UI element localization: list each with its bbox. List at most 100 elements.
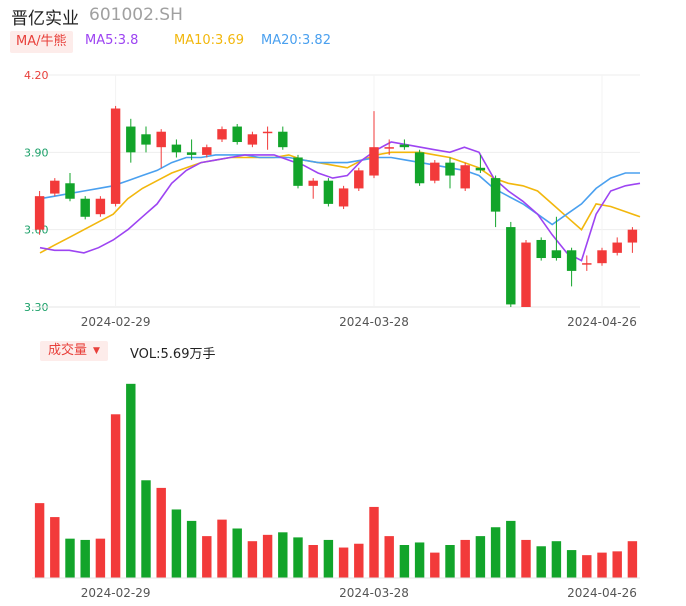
candle-body xyxy=(399,144,410,148)
candle-body xyxy=(354,170,364,189)
volume-bar xyxy=(110,414,121,578)
price-x-tick-label: 2024-04-26 xyxy=(567,315,637,329)
volume-bar xyxy=(186,520,197,578)
volume-bar xyxy=(445,545,455,578)
candle-body xyxy=(430,162,440,181)
volume-bar xyxy=(551,541,562,578)
candle-body xyxy=(156,131,166,148)
volume-bar xyxy=(34,503,45,578)
candle-body xyxy=(323,180,334,204)
volume-x-tick-label: 2024-04-26 xyxy=(567,586,637,600)
candle-body xyxy=(490,178,501,212)
price-x-tick-label: 2024-02-29 xyxy=(81,315,151,329)
volume-indicator-label: 成交量 xyxy=(48,343,88,358)
volume-bar xyxy=(369,506,379,578)
volume-bar xyxy=(414,542,425,578)
candle-body xyxy=(551,250,562,259)
candle-body xyxy=(475,167,486,171)
candle-body xyxy=(34,196,45,230)
volume-x-tick-label: 2024-02-29 xyxy=(81,586,151,600)
ma10-legend: MA10:3.69 xyxy=(174,33,244,48)
volume-bar xyxy=(308,545,318,578)
price-tick-label: 4.20 xyxy=(24,69,49,82)
volume-bar xyxy=(612,551,622,578)
candle-body xyxy=(414,152,425,184)
ma20-line xyxy=(39,154,640,226)
stock-code: 601002.SH xyxy=(89,5,183,25)
volume-bar xyxy=(80,539,90,578)
volume-bar xyxy=(506,520,516,578)
volume-bar xyxy=(460,539,470,578)
candle-body xyxy=(65,183,75,199)
candle-body xyxy=(521,242,531,307)
volume-bar xyxy=(171,509,182,578)
ma5-legend: MA5:3.8 xyxy=(85,33,139,48)
price-tick-label: 3.90 xyxy=(24,146,49,159)
volume-bar xyxy=(262,534,273,578)
volume-bar xyxy=(536,546,546,578)
candle-body xyxy=(506,227,516,305)
volume-bar xyxy=(475,536,486,578)
volume-indicator-button[interactable]: 成交量 ▼ xyxy=(40,341,108,361)
candle-body xyxy=(110,108,121,204)
volume-bar xyxy=(338,547,349,578)
candle-body xyxy=(384,147,394,149)
candle-body xyxy=(232,126,242,143)
candle-body xyxy=(186,152,197,155)
volume-bar xyxy=(65,538,75,578)
volume-bar xyxy=(156,487,166,578)
candle-body xyxy=(308,180,318,186)
volume-bar xyxy=(126,383,136,578)
candle-body xyxy=(445,162,455,176)
volume-bar xyxy=(247,541,258,578)
volume-bar xyxy=(232,528,242,578)
candle-body xyxy=(338,188,349,207)
candle-body xyxy=(536,239,546,259)
candle-body xyxy=(566,250,577,271)
candle-body xyxy=(202,147,212,155)
candle-body xyxy=(460,165,470,189)
volume-bar xyxy=(521,539,531,578)
volume-bar xyxy=(95,538,106,578)
dropdown-caret-icon: ▼ xyxy=(93,346,100,356)
candle-body xyxy=(80,198,90,217)
volume-bar xyxy=(430,552,440,578)
candle-body xyxy=(126,126,136,153)
volume-bar xyxy=(490,527,501,578)
candle-body xyxy=(262,131,273,134)
ma-indicator-button[interactable]: MA/牛熊 xyxy=(10,31,73,53)
candle-body xyxy=(95,198,106,215)
candle-body xyxy=(217,129,227,140)
price-x-tick-label: 2024-03-28 xyxy=(339,315,409,329)
candle-body xyxy=(627,229,638,243)
ma10-line xyxy=(39,151,641,254)
ma20-legend: MA20:3.82 xyxy=(261,33,331,48)
candle-body xyxy=(597,250,607,264)
candle-body xyxy=(171,144,182,153)
volume-bar xyxy=(202,536,212,578)
candle-body xyxy=(293,157,303,186)
volume-bar xyxy=(141,480,151,578)
volume-bar xyxy=(399,545,410,578)
candle-body xyxy=(50,180,60,194)
candle-body xyxy=(612,242,622,253)
volume-bar xyxy=(384,536,394,578)
stock-name: 晋亿实业 xyxy=(11,9,79,29)
volume-bar xyxy=(217,519,227,578)
volume-bar xyxy=(50,517,60,578)
volume-bar xyxy=(354,543,364,578)
volume-bar xyxy=(278,532,288,578)
volume-bar xyxy=(597,552,607,578)
volume-bar xyxy=(627,541,638,578)
candle-body xyxy=(141,134,151,145)
candle-body xyxy=(247,134,258,145)
volume-bar xyxy=(323,539,334,578)
candle-body xyxy=(278,131,288,148)
candle-body xyxy=(369,147,379,176)
volume-bar xyxy=(566,550,577,578)
candle-body xyxy=(582,263,592,265)
volume-bar xyxy=(293,537,303,578)
ma5-line xyxy=(39,141,641,262)
volume-value-label: VOL:5.69万手 xyxy=(130,347,216,362)
